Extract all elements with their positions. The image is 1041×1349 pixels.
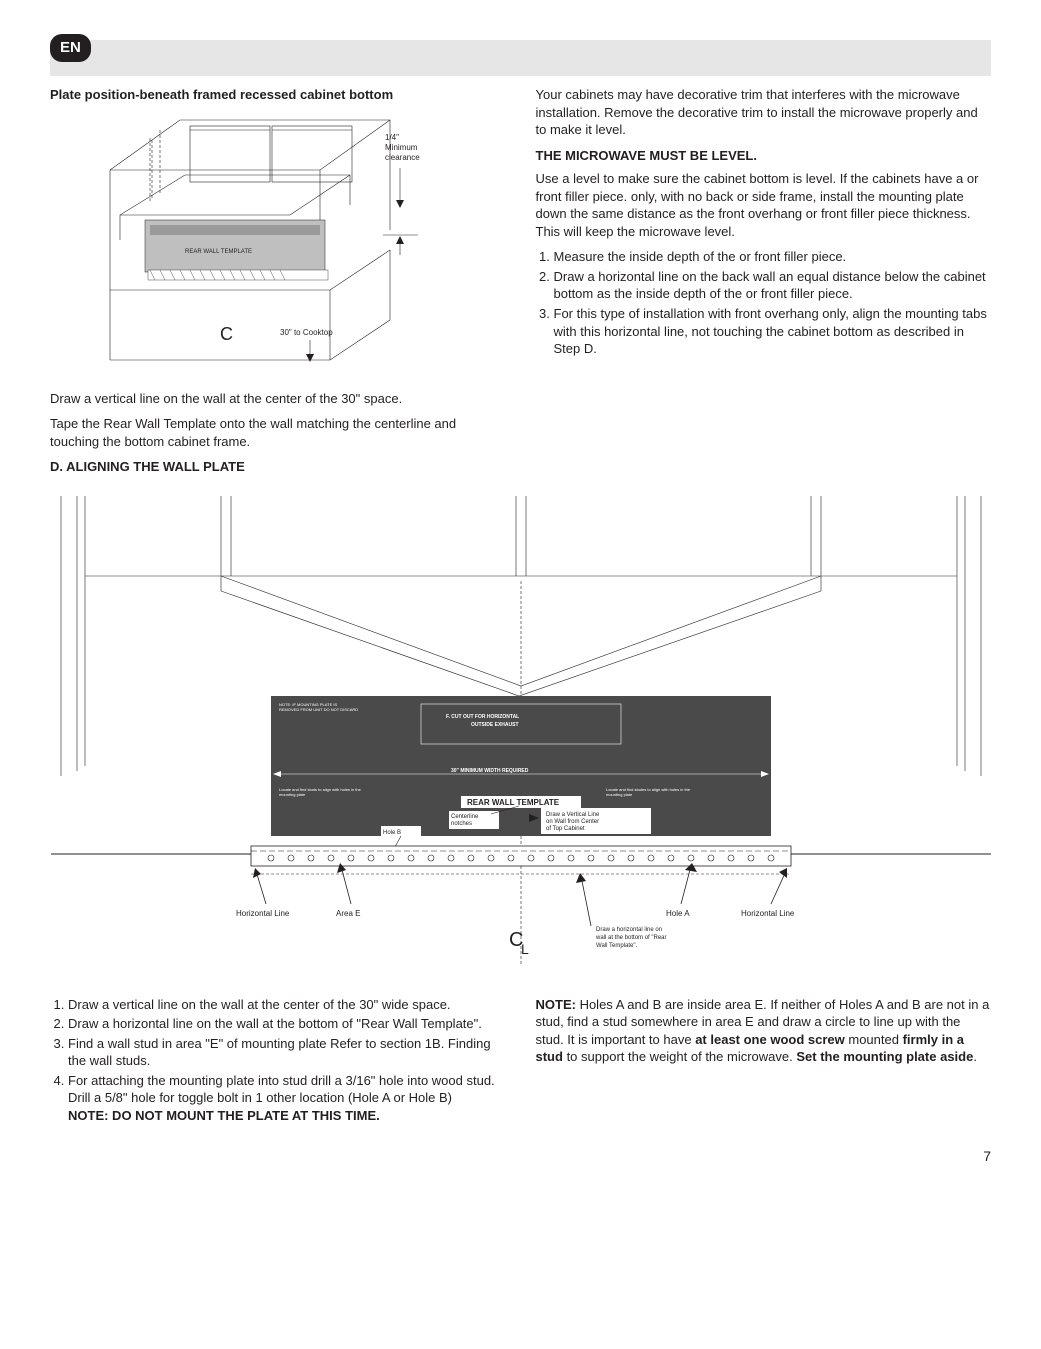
fig1-c-label: C [220, 324, 233, 344]
fig2-holeB: Hole B [383, 830, 401, 836]
section-d-title: D. ALIGNING THE WALL PLATE [50, 458, 506, 476]
fig2-horiz-r: Horizontal Line [741, 909, 795, 918]
note-end: . [973, 1049, 977, 1064]
fig2-holeA: Hole A [666, 909, 690, 918]
bottom-right-column: NOTE: Holes A and B are inside area E. I… [536, 996, 992, 1133]
right-para-1: Your cabinets may have decorative trim t… [536, 86, 992, 139]
note-lead: NOTE: [536, 997, 576, 1012]
list-item: For attaching the mounting plate into st… [68, 1072, 506, 1125]
fig2-cl-l: L [521, 941, 529, 957]
note-text-b: to support the weight of the microwave. [563, 1049, 796, 1064]
note-bold-1: at least one wood screw [695, 1032, 845, 1047]
fig2-areaE: Area E [336, 909, 360, 918]
left-column: Plate position-beneath framed recessed c… [50, 86, 506, 482]
language-bar: EN [50, 40, 991, 76]
fig2-centerline-1: Centerline [451, 814, 479, 820]
list-item: Draw a vertical line on the wall at the … [68, 996, 506, 1014]
upper-columns: Plate position-beneath framed recessed c… [50, 86, 991, 482]
svg-text:REMOVED FROM UNIT DO NOT DISCA: REMOVED FROM UNIT DO NOT DISCARD [279, 707, 358, 712]
fig2-bottomnote-2: wall at the bottom of "Rear [595, 935, 667, 941]
fig1-clearance-1: 1/4" [385, 133, 399, 142]
right-list-item: Draw a horizontal line on the back wall … [554, 268, 992, 303]
page-number: 7 [50, 1147, 991, 1166]
left-para-1: Draw a vertical line on the wall at the … [50, 390, 506, 408]
note-bold-3: Set the mounting plate aside [796, 1049, 973, 1064]
bottom-left-note: NOTE: DO NOT MOUNT THE PLATE AT THIS TIM… [68, 1108, 380, 1123]
figure-2: F. CUT OUT FOR HORIZONTAL OUTSIDE EXHAUS… [51, 496, 991, 976]
right-list-item: For this type of installation with front… [554, 305, 992, 358]
list-item: Draw a horizontal line on the wall at th… [68, 1015, 506, 1033]
fig2-vert-3: of Top Cabinet [546, 826, 585, 832]
fig1-template-label: REAR WALL TEMPLATE [185, 249, 252, 255]
fig1-clearance-2: Minimum [385, 143, 418, 152]
list-item-text: For attaching the mounting plate into st… [68, 1073, 495, 1106]
fig1-cooktop-label: 30" to Cooktop [280, 328, 333, 337]
plate-position-title: Plate position-beneath framed recessed c… [50, 86, 506, 104]
language-badge: EN [50, 34, 91, 62]
bottom-right-para: NOTE: Holes A and B are inside area E. I… [536, 996, 992, 1066]
fig1-clearance-3: clearance [385, 153, 420, 162]
fig2-rear-template: REAR WALL TEMPLATE [467, 798, 560, 807]
note-mid: mounted [845, 1032, 903, 1047]
fig2-cutout-1: F. CUT OUT FOR HORIZONTAL [446, 714, 519, 720]
fig2-bottomnote-1: Draw a horizontal line on [596, 927, 662, 933]
fig2-centerline-2: notches [451, 821, 472, 827]
right-column: Your cabinets may have decorative trim t… [536, 86, 992, 482]
svg-text:mounting plate: mounting plate [279, 792, 306, 797]
fig2-minwidth: 30" MINIMUM WIDTH REQUIRED [451, 768, 529, 774]
bottom-left-list: Draw a vertical line on the wall at the … [50, 996, 506, 1125]
lower-columns: Draw a vertical line on the wall at the … [50, 996, 991, 1133]
right-list: Measure the inside depth of the or front… [536, 248, 992, 357]
fig2-vert-1: Draw a Vertical Line [546, 812, 600, 818]
list-item: Find a wall stud in area "E" of mounting… [68, 1035, 506, 1070]
fig2-cutout-2: OUTSIDE EXHAUST [471, 722, 519, 728]
right-para-2: Use a level to make sure the cabinet bot… [536, 170, 992, 240]
fig2-horiz-l: Horizontal Line [236, 909, 290, 918]
bottom-left-column: Draw a vertical line on the wall at the … [50, 996, 506, 1133]
svg-text:mounting plate: mounting plate [606, 792, 633, 797]
fig2-bottomnote-3: Wall Template". [596, 943, 637, 949]
fig2-vert-2: on Wall from Center [546, 819, 599, 825]
figure-1: REAR WALL TEMPLATE [90, 110, 450, 380]
left-para-2: Tape the Rear Wall Template onto the wal… [50, 415, 506, 450]
right-list-item: Measure the inside depth of the or front… [554, 248, 992, 266]
level-title: THE MICROWAVE MUST BE LEVEL. [536, 147, 992, 165]
